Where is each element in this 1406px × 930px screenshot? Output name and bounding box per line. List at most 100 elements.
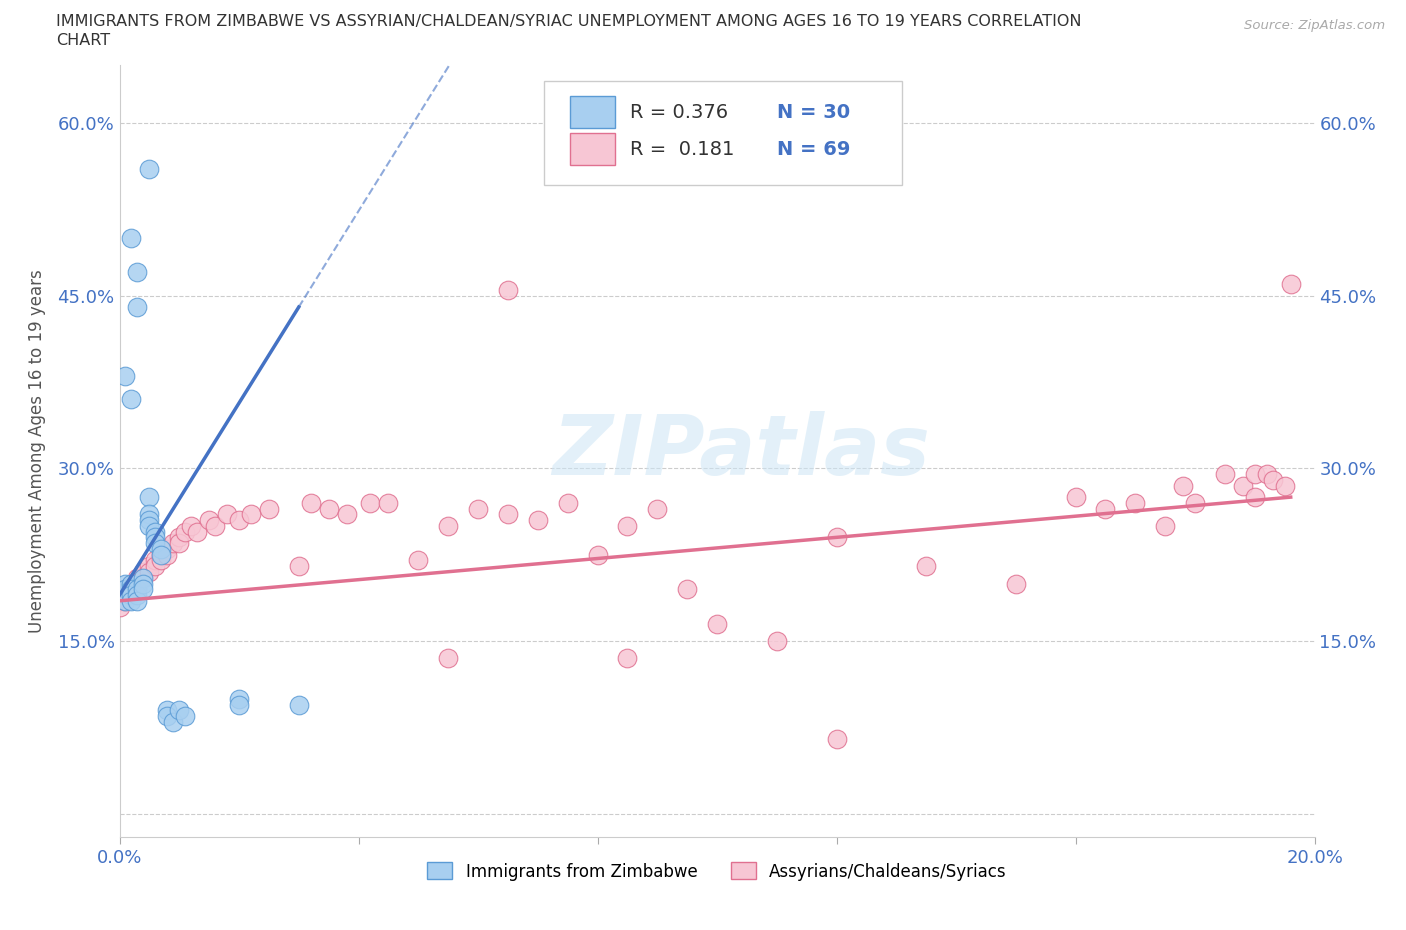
Point [127, 570, 149, 585]
Point [766, 633, 789, 648]
Point [145, 553, 166, 568]
Y-axis label: Unemployment Among Ages 16 to 19 years: Unemployment Among Ages 16 to 19 years [28, 269, 46, 633]
Point [198, 512, 221, 527]
Point [336, 507, 357, 522]
Point [121, 588, 143, 603]
Point [132, 565, 155, 579]
Point [162, 536, 184, 551]
Point [121, 392, 143, 406]
Point [437, 651, 460, 666]
Text: N = 30: N = 30 [778, 102, 851, 122]
Point [162, 714, 184, 729]
Point [557, 496, 579, 511]
Point [150, 541, 173, 556]
Point [1094, 501, 1116, 516]
Point [127, 576, 149, 591]
Bar [569, 96, 616, 128]
Point [174, 525, 197, 539]
Point [318, 501, 340, 516]
Point [121, 582, 143, 597]
Point [1213, 467, 1236, 482]
Point [138, 519, 160, 534]
Point [257, 501, 280, 516]
Point [138, 559, 160, 574]
Point [156, 709, 179, 724]
Point [138, 161, 160, 176]
Point [915, 559, 938, 574]
Text: IMMIGRANTS FROM ZIMBABWE VS ASSYRIAN/CHALDEAN/SYRIAC UNEMPLOYMENT AMONG AGES 16 : IMMIGRANTS FROM ZIMBABWE VS ASSYRIAN/CHA… [56, 14, 1081, 29]
Point [1005, 576, 1028, 591]
Point [132, 582, 155, 597]
Point [108, 588, 131, 603]
Point [169, 703, 191, 718]
Text: N = 69: N = 69 [778, 140, 851, 159]
Point [121, 576, 143, 591]
Point [1232, 478, 1254, 493]
Point [150, 547, 173, 562]
Text: CHART: CHART [56, 33, 110, 47]
Point [132, 576, 155, 591]
Point [1064, 490, 1087, 505]
Point [145, 525, 166, 539]
Point [377, 496, 399, 511]
Point [114, 368, 136, 383]
Point [114, 582, 136, 597]
Point [169, 530, 191, 545]
Point [360, 496, 382, 511]
Point [228, 691, 250, 706]
Text: R = 0.376: R = 0.376 [630, 102, 728, 122]
Point [150, 547, 173, 562]
Text: Source: ZipAtlas.com: Source: ZipAtlas.com [1244, 19, 1385, 32]
Point [616, 651, 638, 666]
Point [467, 501, 489, 516]
Point [121, 593, 143, 608]
Point [204, 519, 226, 534]
Point [108, 599, 131, 614]
Point [114, 582, 136, 597]
Point [616, 519, 638, 534]
Point [825, 530, 848, 545]
Point [1256, 467, 1278, 482]
Point [217, 507, 239, 522]
Point [1261, 472, 1284, 487]
Point [114, 576, 136, 591]
Point [586, 547, 609, 562]
Point [114, 593, 136, 608]
Point [1274, 478, 1296, 493]
Point [127, 582, 149, 597]
Point [1244, 490, 1267, 505]
Point [114, 588, 136, 603]
Point [145, 530, 166, 545]
Point [138, 565, 160, 579]
Point [121, 582, 143, 597]
Point [127, 299, 149, 314]
Point [127, 588, 149, 603]
Text: R =  0.181: R = 0.181 [630, 140, 734, 159]
Point [228, 698, 250, 712]
Point [121, 231, 143, 246]
Point [1154, 519, 1177, 534]
Legend: Immigrants from Zimbabwe, Assyrians/Chaldeans/Syriacs: Immigrants from Zimbabwe, Assyrians/Chal… [420, 856, 1014, 887]
Point [145, 536, 166, 551]
Point [1184, 496, 1206, 511]
Text: ZIPatlas: ZIPatlas [553, 410, 929, 492]
Point [150, 553, 173, 568]
Point [825, 732, 848, 747]
Point [138, 507, 160, 522]
Point [138, 512, 160, 527]
Point [288, 698, 311, 712]
Point [408, 553, 430, 568]
Point [186, 525, 208, 539]
Point [114, 593, 136, 608]
Point [180, 519, 202, 534]
Point [299, 496, 322, 511]
FancyBboxPatch shape [544, 81, 903, 185]
Point [156, 547, 179, 562]
Point [169, 536, 191, 551]
Point [1125, 496, 1147, 511]
Point [496, 507, 519, 522]
Point [132, 570, 155, 585]
Point [156, 541, 179, 556]
Point [121, 576, 143, 591]
Point [132, 570, 155, 585]
